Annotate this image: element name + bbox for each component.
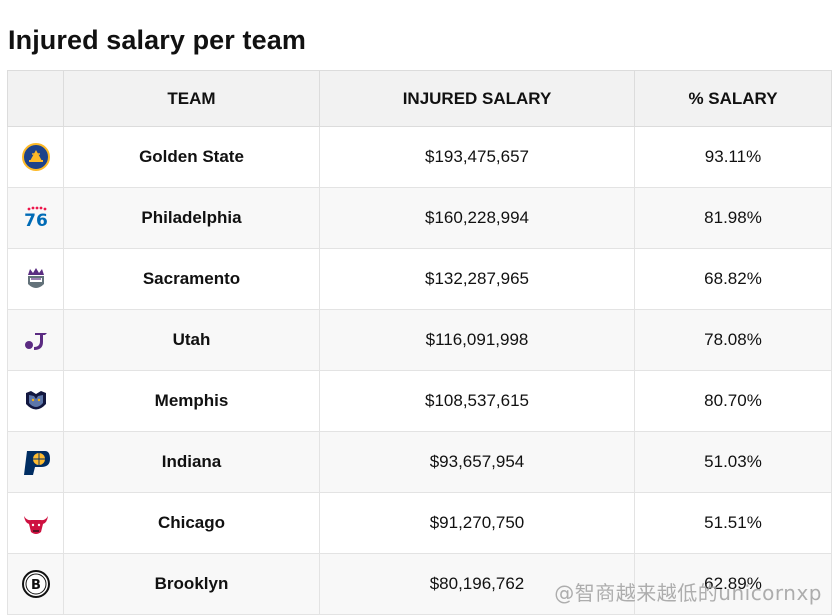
pct-salary-value: 51.03% bbox=[634, 431, 832, 493]
team-name: Philadelphia bbox=[63, 187, 320, 249]
logo-cell bbox=[7, 126, 64, 188]
utah-jazz-logo-icon bbox=[21, 325, 51, 355]
table-row: Sacramento $132,287,965 68.82% bbox=[7, 248, 832, 310]
pct-salary-value: 93.11% bbox=[634, 126, 832, 188]
header-pct-salary: % SALARY bbox=[634, 70, 832, 127]
header-team: TEAM bbox=[63, 70, 320, 127]
team-name: Sacramento bbox=[63, 248, 320, 310]
table-row: Memphis $108,537,615 80.70% bbox=[7, 370, 832, 432]
table-row: Golden State $193,475,657 93.11% bbox=[7, 126, 832, 188]
table-row: Utah $116,091,998 78.08% bbox=[7, 309, 832, 371]
svg-text:76: 76 bbox=[24, 211, 48, 231]
table-row: Indiana $93,657,954 51.03% bbox=[7, 431, 832, 493]
logo-cell bbox=[7, 248, 64, 310]
logo-cell bbox=[7, 492, 64, 554]
injured-salary-value: $108,537,615 bbox=[319, 370, 635, 432]
svg-text:B: B bbox=[31, 578, 41, 593]
golden-state-logo-icon bbox=[21, 142, 51, 172]
pct-salary-value: 78.08% bbox=[634, 309, 832, 371]
header-injured-salary: INJURED SALARY bbox=[319, 70, 635, 127]
memphis-grizzlies-logo-icon bbox=[21, 386, 51, 416]
page-title: Injured salary per team bbox=[8, 25, 306, 55]
team-name: Golden State bbox=[63, 126, 320, 188]
injured-salary-value: $193,475,657 bbox=[319, 126, 635, 188]
brooklyn-nets-logo-icon: B bbox=[21, 569, 51, 599]
pct-salary-value: 68.82% bbox=[634, 248, 832, 310]
team-name: Brooklyn bbox=[63, 553, 320, 615]
team-name: Memphis bbox=[63, 370, 320, 432]
injured-salary-value: $160,228,994 bbox=[319, 187, 635, 249]
sacramento-kings-logo-icon bbox=[21, 264, 51, 294]
table-row: Chicago $91,270,750 51.51% bbox=[7, 492, 832, 554]
table-header-row: TEAM INJURED SALARY % SALARY bbox=[7, 70, 832, 127]
table-row: B Brooklyn $80,196,762 62.89% bbox=[7, 553, 832, 615]
table-row: 76 Philadelphia $160,228,994 81.98% bbox=[7, 187, 832, 249]
injured-salary-value: $116,091,998 bbox=[319, 309, 635, 371]
chicago-bulls-logo-icon bbox=[21, 508, 51, 538]
team-name: Chicago bbox=[63, 492, 320, 554]
team-name: Utah bbox=[63, 309, 320, 371]
logo-cell bbox=[7, 370, 64, 432]
pct-salary-value: 51.51% bbox=[634, 492, 832, 554]
logo-cell bbox=[7, 309, 64, 371]
logo-cell: B bbox=[7, 553, 64, 615]
logo-cell: 76 bbox=[7, 187, 64, 249]
injured-salary-value: $93,657,954 bbox=[319, 431, 635, 493]
injured-salary-value: $132,287,965 bbox=[319, 248, 635, 310]
pct-salary-value: 81.98% bbox=[634, 187, 832, 249]
pct-salary-value: 80.70% bbox=[634, 370, 832, 432]
injured-salary-table: TEAM INJURED SALARY % SALARY Golden Stat… bbox=[7, 70, 832, 615]
header-logo bbox=[7, 70, 64, 127]
philadelphia-76ers-logo-icon: 76 bbox=[21, 203, 51, 233]
indiana-pacers-logo-icon bbox=[21, 447, 51, 477]
team-name: Indiana bbox=[63, 431, 320, 493]
injured-salary-value: $80,196,762 bbox=[319, 553, 635, 615]
watermark: @智商越来越低的unicornxp bbox=[554, 581, 822, 605]
injured-salary-value: $91,270,750 bbox=[319, 492, 635, 554]
logo-cell bbox=[7, 431, 64, 493]
